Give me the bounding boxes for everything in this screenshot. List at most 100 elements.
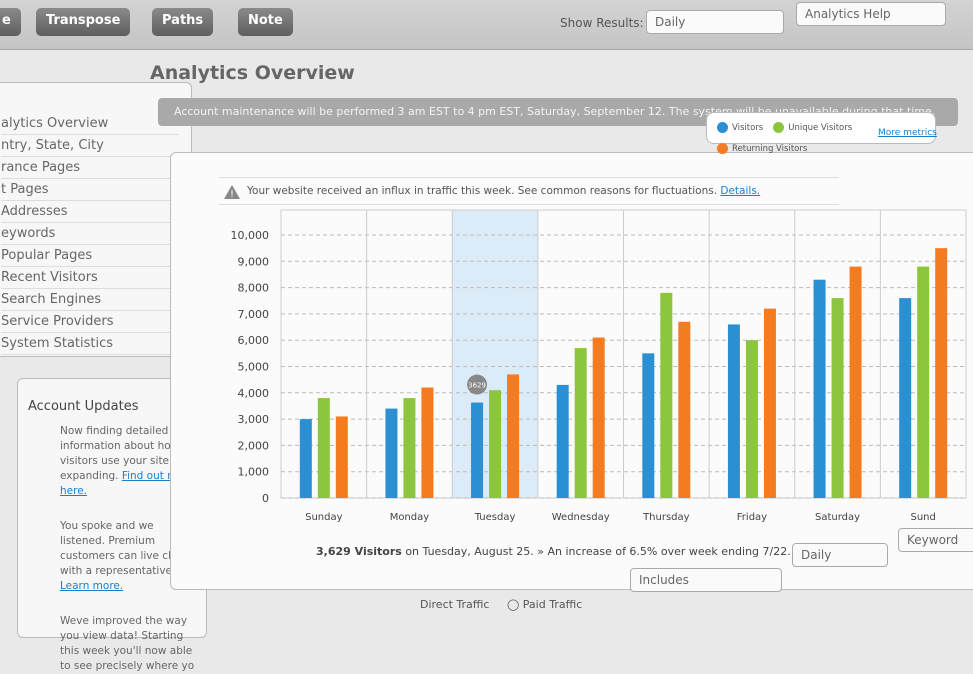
bar	[299, 419, 312, 498]
nav-item[interactable]: Popular Pages	[1, 245, 179, 267]
legend-swatch	[773, 122, 785, 133]
y-tick-label: 0	[262, 492, 269, 505]
bar	[813, 279, 826, 498]
bar	[556, 384, 569, 498]
nav-item[interactable]: ntry, State, City	[1, 135, 179, 157]
chart-summary: 3,629 Visitors on Tuesday, August 25. » …	[316, 545, 791, 558]
nav-item[interactable]: Addresses	[1, 201, 179, 223]
keyword-input[interactable]: Keyword	[898, 528, 973, 552]
x-tick-label: Tuesday	[474, 512, 516, 523]
update-item: Weve improved the way you view data! Sta…	[60, 614, 196, 674]
chart: 0 1,000 2,000 3,000 4,000 5,000 6,000 7,000 8,00…	[231, 209, 967, 523]
bar	[317, 398, 330, 498]
toolbar-button[interactable]: Note	[238, 8, 293, 36]
alert-link[interactable]: Details.	[720, 185, 761, 197]
toolbar-button[interactable]: Transpose	[36, 8, 131, 36]
y-tick-label: 5,000	[238, 361, 270, 374]
summary-text: on Tuesday, August 25. » An increase of …	[405, 545, 791, 558]
summary-bold: 3,629 Visitors	[316, 545, 402, 558]
show-results-label: Show Results:	[560, 16, 644, 30]
toolbar-button[interactable]: Paths	[152, 8, 214, 36]
nav-item[interactable]: eywords	[1, 223, 179, 245]
legend-item: Returning Visitors	[717, 143, 807, 154]
bar	[727, 324, 740, 498]
sidebar-nav: alytics Overview ntry, State, City rance P…	[0, 82, 192, 357]
legend-item: Visitors	[717, 122, 763, 133]
bar	[745, 340, 758, 498]
y-tick-label: 1,000	[238, 466, 270, 479]
nav-item[interactable]: t Pages	[1, 179, 179, 201]
bar	[335, 416, 348, 498]
nav-item[interactable]: Search Engines	[1, 289, 179, 311]
radio-group: Direct Traffic ◯ Paid Traffic	[420, 598, 582, 611]
bar	[489, 390, 502, 498]
bar	[574, 348, 587, 498]
bar	[592, 337, 605, 498]
bar	[471, 402, 484, 498]
warning-icon: !	[224, 185, 240, 200]
more-metrics-link[interactable]: More metrics	[878, 128, 937, 138]
y-tick-label: 10,000	[231, 229, 270, 242]
nav-item[interactable]: System Statistics	[1, 333, 179, 355]
legend-label: Returning Visitors	[732, 144, 808, 154]
bar	[421, 387, 434, 498]
nav-item[interactable]: alytics Overview	[1, 113, 179, 135]
y-tick-label: 8,000	[238, 282, 270, 295]
x-tick-label: Monday	[390, 512, 430, 523]
page-title: Analytics Overview	[150, 62, 355, 84]
bar	[831, 298, 844, 498]
update-link[interactable]: Learn more.	[60, 580, 124, 592]
x-tick-label: Saturday	[815, 512, 860, 523]
update-text: Now finding detailed information about h…	[60, 425, 181, 482]
legend-swatch	[717, 143, 728, 154]
legend-swatch	[717, 122, 728, 133]
nav-item[interactable]: Service Providers	[1, 311, 179, 333]
x-tick-label: Friday	[737, 512, 767, 523]
bar	[899, 298, 912, 498]
bar	[403, 398, 416, 498]
y-tick-label: 4,000	[238, 387, 270, 400]
legend-item: Unique Visitors	[773, 122, 852, 133]
x-tick-label: Wednesday	[552, 512, 610, 523]
interval-select[interactable]: Daily	[792, 543, 888, 567]
chart-panel: ! Your website received an influx in tra…	[170, 152, 973, 590]
y-tick-label: 2,000	[238, 439, 270, 452]
legend-label: Visitors	[732, 123, 764, 133]
radio-option[interactable]: Direct Traffic	[420, 598, 490, 611]
x-tick-label: Thursday	[642, 512, 690, 523]
bar	[935, 248, 948, 498]
nav-item[interactable]: rance Pages	[1, 157, 179, 179]
bar	[678, 321, 691, 498]
update-text: Weve improved the way you view data! Sta…	[60, 615, 195, 672]
bar	[917, 266, 930, 498]
radio-label: Paid Traffic	[522, 598, 583, 611]
toolbar-button[interactable]: e	[0, 8, 21, 36]
legend: Visitors Unique Visitors Returning Visitor…	[706, 112, 936, 154]
legend-label: Unique Visitors	[788, 123, 853, 133]
nav-item[interactable]: Recent Visitors	[1, 267, 179, 289]
bar	[660, 292, 673, 498]
svg-text:!: !	[230, 189, 234, 200]
y-tick-label: 7,000	[238, 308, 270, 321]
bar	[849, 266, 862, 498]
x-tick-label: Sunday	[305, 512, 342, 523]
toolbar: e Transpose Paths Note Show Results: Dai…	[0, 0, 973, 50]
update-text: You spoke and we listened. Premium custo…	[60, 520, 186, 577]
traffic-alert: ! Your website received an influx in tra…	[219, 177, 839, 205]
bar	[507, 374, 520, 498]
show-results-select[interactable]: Daily	[646, 10, 784, 34]
bar	[642, 353, 655, 498]
tooltip-label: 3629	[468, 382, 486, 390]
bar	[763, 308, 776, 498]
update-item: Now finding detailed information about h…	[60, 424, 196, 499]
help-select[interactable]: Analytics Help	[796, 2, 946, 26]
alert-text: Your website received an influx in traff…	[247, 185, 718, 197]
tooltip-bubble	[467, 374, 488, 395]
includes-select[interactable]: Includes	[630, 568, 782, 592]
bar	[385, 408, 398, 498]
y-tick-label: 9,000	[238, 255, 270, 268]
update-item: You spoke and we listened. Premium custo…	[60, 519, 196, 594]
radio-option[interactable]: ◯ Paid Traffic	[506, 598, 583, 611]
y-tick-label: 3,000	[238, 413, 270, 426]
